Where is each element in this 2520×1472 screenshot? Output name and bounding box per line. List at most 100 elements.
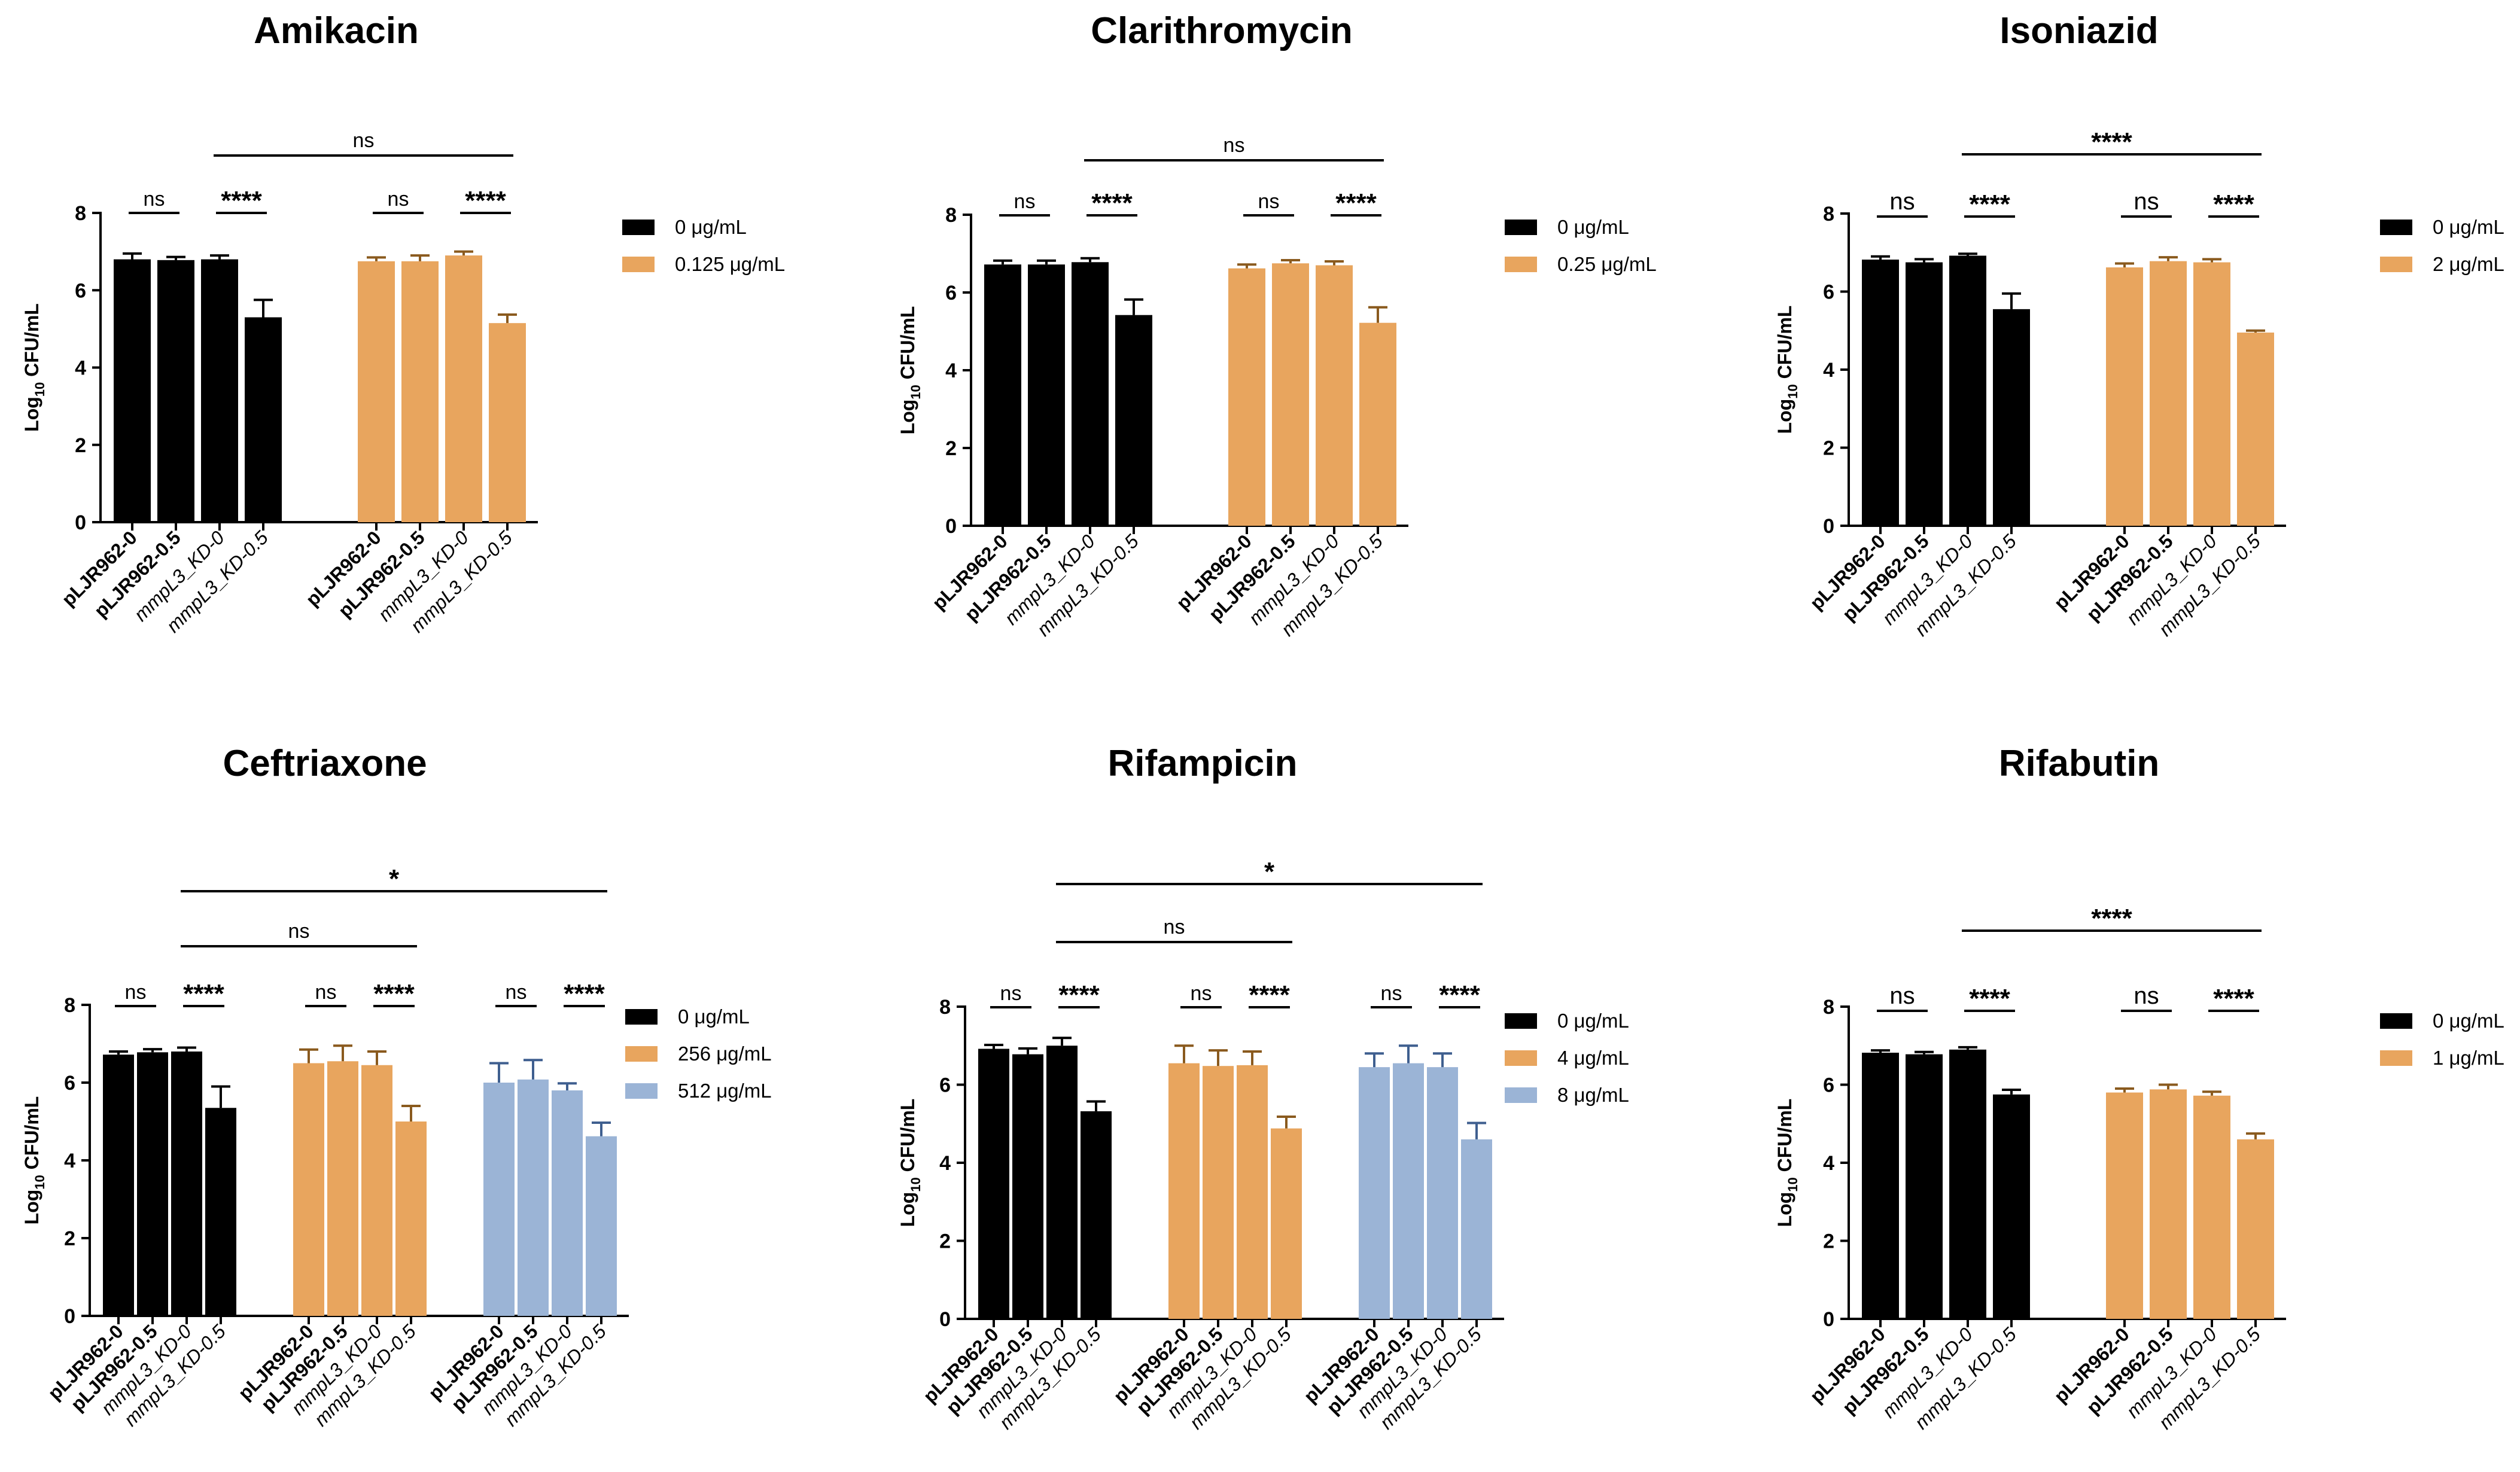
legend-swatch (1505, 1013, 1537, 1029)
significance-label: **** (221, 186, 262, 215)
bar (245, 317, 282, 522)
y-tick-label: 8 (945, 204, 957, 227)
significance-label: ns (2134, 983, 2159, 1009)
significance-label: **** (183, 979, 224, 1008)
bar (552, 1090, 583, 1316)
significance-label: **** (1969, 984, 2010, 1013)
significance-label: ns (1889, 188, 1915, 215)
y-tick-label: 4 (75, 357, 86, 380)
bar (445, 255, 482, 522)
bar (1028, 264, 1065, 526)
legend: 0 μg/mL 4 μg/mL 8 μg/mL (1505, 1010, 1629, 1106)
significance-label: ns (1191, 982, 1212, 1005)
y-tick-label: 0 (945, 515, 957, 538)
legend-swatch (2380, 257, 2412, 272)
bar (205, 1108, 236, 1316)
bar (2193, 262, 2230, 526)
bar (1862, 259, 1899, 526)
comparison-label: ns (353, 129, 375, 152)
y-tick-label: 0 (1823, 1308, 1834, 1331)
significance-label: **** (1058, 980, 1100, 1010)
y-tick-label: 0 (1823, 515, 1834, 538)
chart-title: Amikacin (254, 10, 419, 51)
legend-swatch (625, 1046, 658, 1062)
legend-label: 8 μg/mL (1557, 1084, 1629, 1106)
significance-label: ns (506, 981, 527, 1004)
legend: 0 μg/mL 0.25 μg/mL (1505, 216, 1657, 275)
chart-title: Clarithromycin (1091, 10, 1353, 51)
y-tick-label: 2 (945, 437, 957, 460)
legend-swatch (1505, 220, 1537, 235)
bar (1949, 255, 1986, 526)
bar (1012, 1054, 1043, 1319)
bar (1272, 263, 1309, 526)
bar (1393, 1063, 1424, 1319)
chart-title: Isoniazid (1999, 10, 2158, 51)
legend-swatch (1505, 1087, 1537, 1103)
legend-label: 0 μg/mL (2433, 1010, 2504, 1032)
significance-label: ns (2134, 188, 2159, 215)
y-tick-label: 2 (75, 434, 86, 457)
legend-swatch (625, 1083, 658, 1099)
bar (1228, 268, 1265, 526)
y-tick-label: 2 (939, 1230, 951, 1253)
y-tick-label: 6 (64, 1072, 75, 1095)
legend-label: 1 μg/mL (2433, 1047, 2504, 1069)
y-tick-label: 4 (64, 1150, 75, 1172)
legend-label: 4 μg/mL (1557, 1047, 1629, 1069)
comparison-label: * (389, 864, 400, 894)
bar (1993, 1094, 2030, 1319)
bar (2193, 1095, 2230, 1319)
bar (1237, 1065, 1268, 1319)
legend-swatch (2380, 220, 2412, 235)
y-tick-label: 8 (64, 994, 75, 1017)
legend-label: 512 μg/mL (678, 1080, 772, 1102)
bar (395, 1121, 427, 1316)
legend-label: 0 μg/mL (1557, 216, 1629, 238)
significance-label: ns (125, 981, 147, 1004)
y-axis-label: Log10 CFU/mL (21, 1096, 47, 1225)
chart-title: Rifampicin (1108, 743, 1298, 784)
bar (1168, 1063, 1200, 1319)
bar (327, 1061, 358, 1316)
bar (489, 323, 526, 522)
legend-swatch (625, 1009, 658, 1025)
y-tick-label: 6 (945, 282, 957, 304)
significance-label: **** (1335, 188, 1377, 218)
bar (401, 261, 439, 522)
y-tick-label: 6 (939, 1074, 951, 1097)
bar (1862, 1052, 1899, 1319)
bar (1993, 309, 2030, 526)
bar (1949, 1049, 1986, 1319)
y-axis-label: Log10 CFU/mL (897, 1099, 923, 1227)
comparison-label: **** (2091, 127, 2132, 157)
y-tick-label: 6 (1823, 1074, 1834, 1097)
legend: 0 μg/mL 1 μg/mL (2380, 1010, 2504, 1069)
legend: 0 μg/mL 2 μg/mL (2380, 216, 2504, 275)
bar (1906, 262, 1943, 526)
legend-swatch (622, 220, 655, 235)
legend-label: 2 μg/mL (2433, 253, 2504, 275)
bar (293, 1063, 324, 1316)
legend-swatch (2380, 1050, 2412, 1066)
significance-label: **** (1439, 980, 1480, 1010)
legend-label: 0 μg/mL (1557, 1010, 1629, 1032)
y-tick-label: 8 (75, 202, 86, 225)
bar (1359, 322, 1396, 526)
legend: 0 μg/mL 256 μg/mL 512 μg/mL (625, 1005, 772, 1102)
bar (1271, 1128, 1302, 1319)
bar (586, 1136, 617, 1316)
bar (1203, 1066, 1234, 1319)
bar (483, 1083, 515, 1316)
y-tick-label: 8 (939, 996, 951, 1019)
y-tick-label: 8 (1823, 996, 1834, 1019)
significance-label: **** (1091, 188, 1133, 218)
significance-label: **** (2213, 190, 2254, 219)
significance-label: ns (1258, 190, 1280, 213)
y-tick-label: 0 (939, 1308, 951, 1331)
y-tick-label: 4 (939, 1152, 951, 1175)
comparison-label: ns (1224, 134, 1245, 157)
